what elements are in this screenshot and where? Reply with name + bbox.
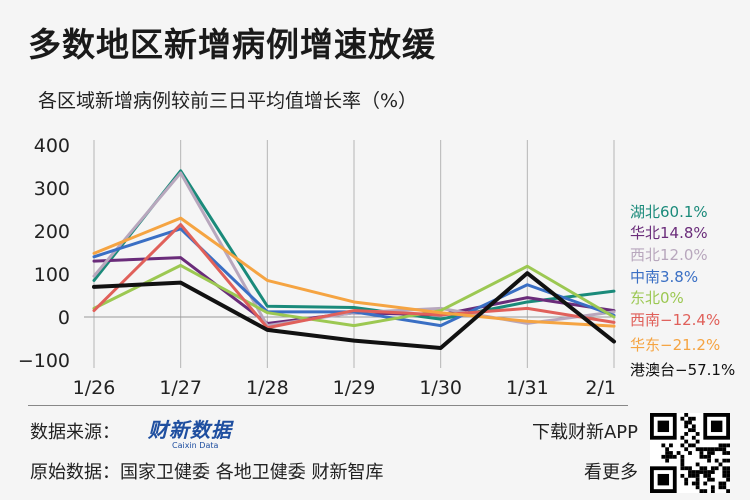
chart-subtitle: 各区域新增病例较前三日平均值增长率（%） bbox=[38, 90, 418, 112]
x-tick-label: 2/1 bbox=[585, 377, 616, 399]
source-label: 数据来源： bbox=[30, 422, 120, 443]
series-line-东北 bbox=[92, 263, 616, 328]
x-tick-label: 1/30 bbox=[419, 377, 462, 399]
x-tick-label: 1/26 bbox=[73, 377, 116, 399]
original-source: 原始数据：国家卫健委 各地卫健委 财新智库 bbox=[30, 462, 384, 483]
see-more-text: 看更多 bbox=[584, 462, 638, 483]
logo-text: 财新数据 bbox=[148, 418, 232, 442]
y-tick-label: 0 bbox=[58, 307, 70, 329]
y-tick-label: 100 bbox=[34, 264, 70, 286]
line-chart: 400 300 200 100 0 −100 1/26 1/27 1/28 1/29 1/30 1/… bbox=[18, 135, 735, 399]
download-app-text: 下载财新APP bbox=[531, 422, 638, 443]
legend-label-西北: 西北12.0% bbox=[630, 246, 708, 264]
x-tick-label: 1/29 bbox=[333, 377, 376, 399]
series-line-华东 bbox=[92, 216, 616, 328]
x-tick-label: 1/31 bbox=[506, 377, 549, 399]
legend-label-华东: 华东−21.2% bbox=[630, 336, 720, 354]
x-tick-label: 1/28 bbox=[246, 377, 289, 399]
legend-label-港澳台: 港澳台−57.1% bbox=[630, 361, 735, 379]
qr-code-icon[interactable] bbox=[650, 413, 730, 493]
footer-divider bbox=[28, 405, 628, 406]
series-line-西南 bbox=[92, 223, 616, 330]
series-line-港澳台 bbox=[92, 271, 616, 350]
legend-label-东北: 东北0% bbox=[630, 289, 684, 307]
y-tick-label: 200 bbox=[34, 221, 70, 243]
y-tick-label: −100 bbox=[18, 350, 70, 372]
series-line-湖北 bbox=[92, 169, 616, 321]
chart-title: 多数地区新增病例增速放缓 bbox=[28, 25, 436, 64]
y-tick-label: 300 bbox=[34, 178, 70, 200]
y-tick-label: 400 bbox=[34, 135, 70, 157]
legend-label-中南: 中南3.8% bbox=[630, 268, 698, 286]
caixin-data-logo: 财新数据 Caixin Data bbox=[148, 414, 232, 450]
x-tick-label: 1/27 bbox=[159, 377, 202, 399]
logo-subtext: Caixin Data bbox=[172, 441, 219, 450]
legend-label-西南: 西南−12.4% bbox=[630, 311, 720, 329]
legend-label-华北: 华北14.8% bbox=[630, 224, 708, 242]
legend-label-湖北: 湖北60.1% bbox=[630, 203, 708, 221]
